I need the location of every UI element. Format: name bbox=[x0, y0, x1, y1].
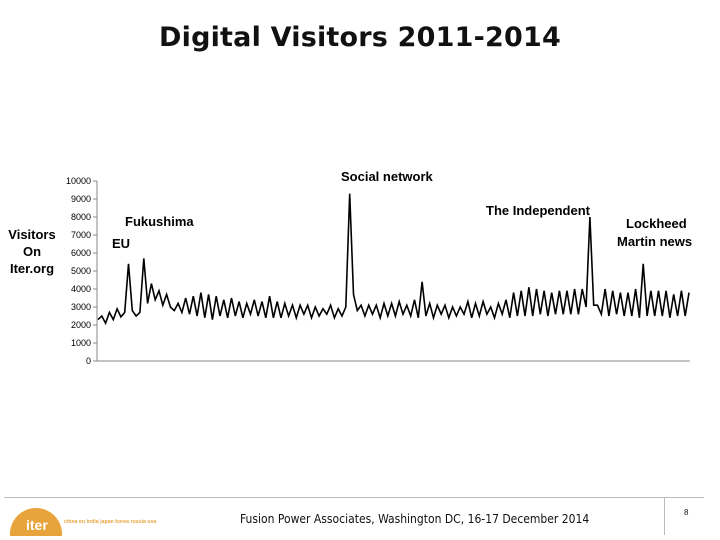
y-tick-label: 7000 bbox=[71, 230, 91, 240]
y-axis-label-line: Iter.org bbox=[9, 261, 55, 276]
annotation-the-independent: The Independent bbox=[486, 203, 591, 218]
annotation-social-network: Social network bbox=[341, 169, 434, 184]
iter-logo: iter bbox=[10, 508, 62, 536]
footer-divider bbox=[4, 497, 704, 498]
y-axis-label: Visitors On Iter.org bbox=[2, 226, 62, 277]
y-tick-label: 2000 bbox=[71, 320, 91, 330]
y-tick-label: 3000 bbox=[71, 302, 91, 312]
footer-page-divider bbox=[664, 497, 665, 535]
page-title: Digital Visitors 2011-2014 bbox=[159, 22, 561, 53]
y-tick-label: 1000 bbox=[71, 338, 91, 348]
page-number: 8 bbox=[684, 508, 689, 517]
y-tick-label: 9000 bbox=[71, 194, 91, 204]
annotation-martin-news: Martin news bbox=[617, 234, 692, 249]
y-tick-label: 8000 bbox=[71, 212, 91, 222]
y-tick-label: 6000 bbox=[71, 248, 91, 258]
annotation-eu: EU bbox=[112, 236, 130, 251]
logo-circle-icon bbox=[10, 508, 62, 536]
y-tick-label: 4000 bbox=[71, 284, 91, 294]
logo-tagline: china eu india japan korea russia usa bbox=[64, 519, 157, 525]
logo-word: iter bbox=[26, 517, 48, 533]
y-axis-label-line: Visitors bbox=[8, 227, 56, 242]
y-axis-label-line: On bbox=[22, 244, 42, 259]
series-line bbox=[97, 193, 690, 326]
y-tick-label: 5000 bbox=[71, 266, 91, 276]
annotation-lockheed: Lockheed bbox=[626, 216, 687, 231]
footer-text: Fusion Power Associates, Washington DC, … bbox=[240, 512, 590, 526]
annotation-fukushima: Fukushima bbox=[125, 214, 194, 229]
y-tick-label: 10000 bbox=[66, 176, 91, 186]
y-tick-label: 0 bbox=[86, 356, 91, 366]
